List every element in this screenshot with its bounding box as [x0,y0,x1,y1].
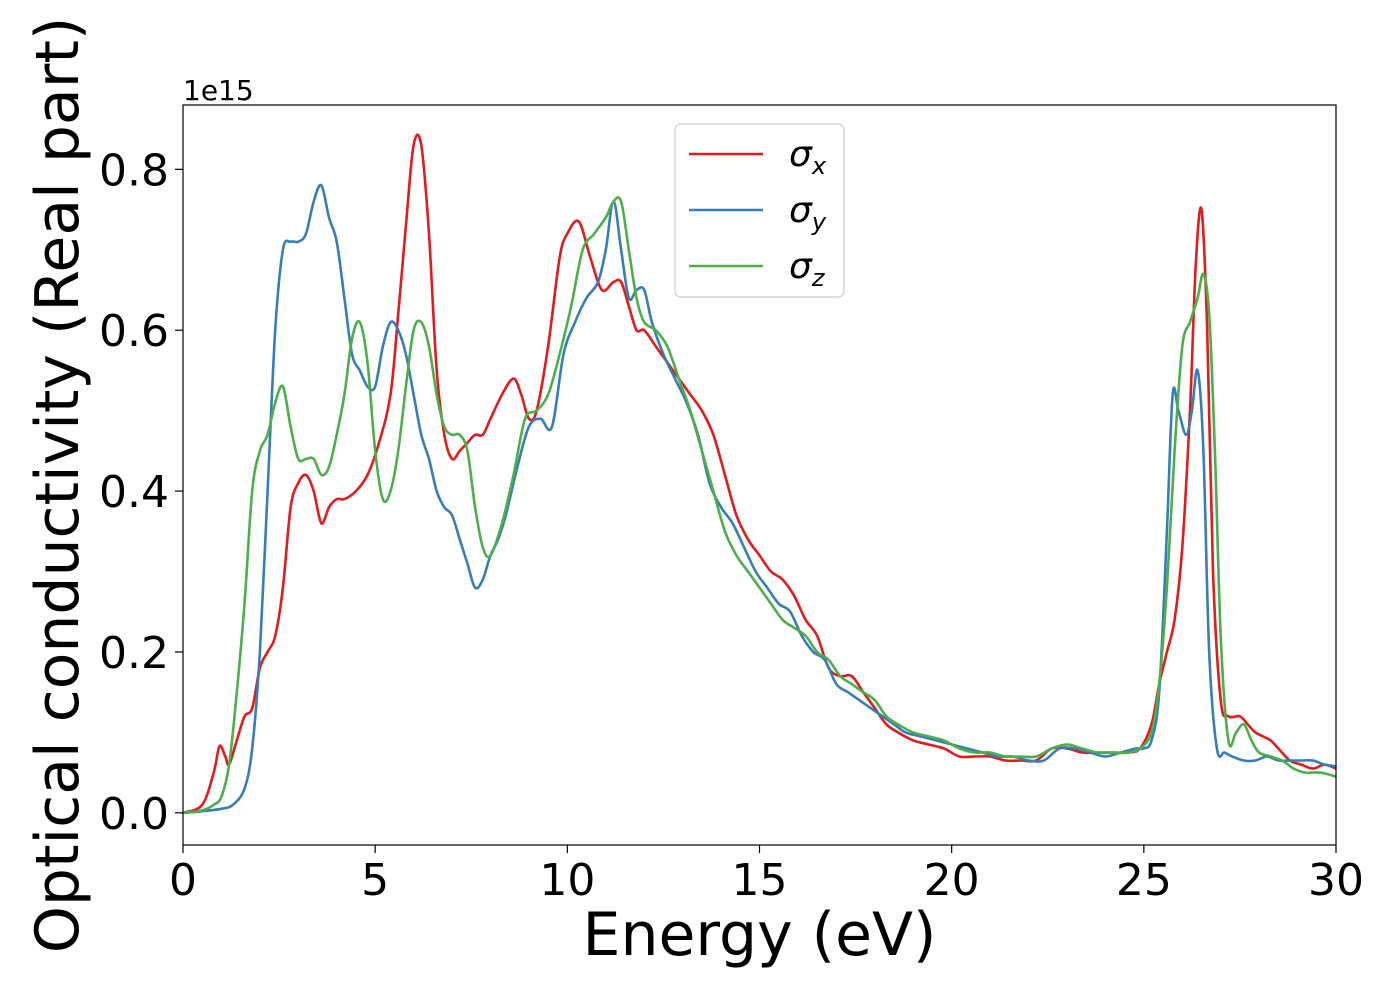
legend-label-z: σz [789,246,826,292]
x-tick-label: 20 [924,855,980,906]
y-tick-label: 0.4 [99,467,169,518]
y-tick-label: 0.6 [99,306,169,357]
series-line-z [183,195,1336,815]
x-tick-label: 30 [1308,855,1364,906]
legend-label-y: σy [789,190,827,236]
y-axis-offset-label: 1e15 [183,74,254,107]
series-line-x [183,133,1336,815]
x-axis-label: Energy (eV) [583,900,937,970]
x-tick-label: 25 [1116,855,1172,906]
x-tick-label: 15 [732,855,788,906]
x-tick-label: 0 [169,855,197,906]
legend: σx σy σz [674,123,845,298]
x-tick-label: 5 [361,855,389,906]
x-axis-ticks: 0 5 10 15 20 25 30 [169,845,1364,906]
x-tick-label: 10 [539,855,595,906]
y-tick-label: 0.0 [99,789,169,840]
y-tick-label: 0.8 [99,145,169,196]
y-axis-ticks: 0.0 0.2 0.4 0.6 0.8 [99,145,183,840]
series-layer [183,133,1336,815]
y-tick-label: 0.2 [99,628,169,679]
y-axis-label: Optical conductivity (Real part) [23,17,93,954]
legend-label-x: σx [789,134,827,180]
